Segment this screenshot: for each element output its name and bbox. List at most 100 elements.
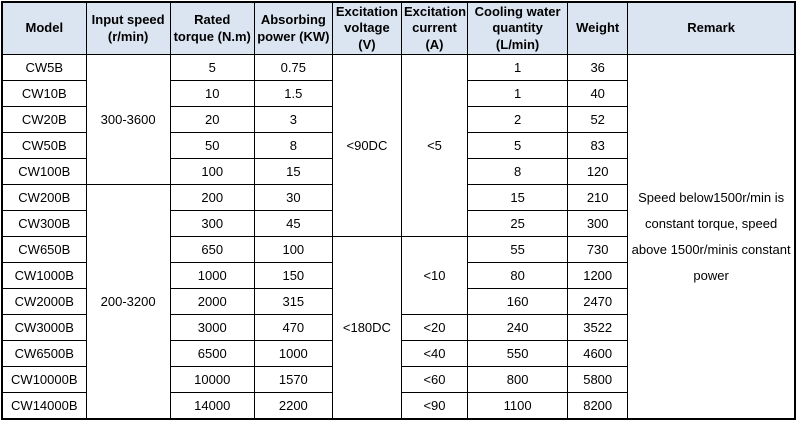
cooling-water-cell: 1100 bbox=[467, 392, 569, 420]
cooling-water-cell: 5 bbox=[467, 132, 569, 159]
model-cell: CW14000B bbox=[1, 392, 87, 420]
table-row: CW650B 650 100 <180DC <10 55 730 bbox=[1, 236, 795, 420]
model-cell: CW2000B bbox=[1, 288, 87, 315]
weight-cell: 1200 bbox=[567, 262, 629, 289]
input-speed-cell: 200-3200 bbox=[85, 184, 171, 420]
rated-torque-cell: 200 bbox=[169, 184, 255, 211]
absorbing-power-cell: 0.75 bbox=[253, 54, 333, 81]
excitation-current-cell: <20 bbox=[400, 314, 469, 341]
model-cell: CW200B bbox=[1, 184, 87, 211]
cooling-water-cell: 25 bbox=[467, 210, 569, 237]
rated-torque-cell: 100 bbox=[169, 158, 255, 185]
col-header-excitation-voltage: Excitation voltage (V) bbox=[331, 1, 402, 55]
absorbing-power-cell: 470 bbox=[253, 314, 333, 341]
table-row: CW20B 20 3 2 52 bbox=[1, 106, 795, 133]
col-header-model: Model bbox=[1, 1, 87, 55]
cooling-water-cell: 55 bbox=[467, 236, 569, 263]
table-row: CW50B 50 8 5 83 bbox=[1, 132, 795, 159]
table-row: CW10000B 10000 1570 <60 800 5800 bbox=[1, 366, 795, 393]
excitation-voltage-cell: <90DC bbox=[331, 54, 402, 237]
cooling-water-cell: 1 bbox=[467, 80, 569, 107]
absorbing-power-cell: 15 bbox=[253, 158, 333, 185]
absorbing-power-cell: 150 bbox=[253, 262, 333, 289]
excitation-current-cell: <10 bbox=[400, 236, 469, 315]
rated-torque-cell: 10000 bbox=[169, 366, 255, 393]
absorbing-power-cell: 45 bbox=[253, 210, 333, 237]
col-header-input-speed: Input speed (r/min) bbox=[85, 1, 171, 55]
absorbing-power-cell: 1.5 bbox=[253, 80, 333, 107]
weight-cell: 3522 bbox=[567, 314, 629, 341]
weight-cell: 36 bbox=[567, 54, 629, 81]
model-cell: CW1000B bbox=[1, 262, 87, 289]
weight-cell: 120 bbox=[567, 158, 629, 185]
rated-torque-cell: 50 bbox=[169, 132, 255, 159]
col-header-rated-torque: Rated torque (N.m) bbox=[169, 1, 255, 55]
cooling-water-cell: 800 bbox=[467, 366, 569, 393]
rated-torque-cell: 5 bbox=[169, 54, 255, 81]
cooling-water-cell: 15 bbox=[467, 184, 569, 211]
model-cell: CW10000B bbox=[1, 366, 87, 393]
weight-cell: 8200 bbox=[567, 392, 629, 420]
rated-torque-cell: 10 bbox=[169, 80, 255, 107]
weight-cell: 730 bbox=[567, 236, 629, 263]
col-header-weight: Weight bbox=[567, 1, 629, 55]
model-cell: CW100B bbox=[1, 158, 87, 185]
table-row: CW5B 300-3600 5 0.75 <90DC <5 1 36 Speed… bbox=[1, 54, 796, 420]
table-row: CW2000B 2000 315 160 2470 bbox=[1, 288, 795, 315]
rated-torque-cell: 20 bbox=[169, 106, 255, 133]
weight-cell: 5800 bbox=[567, 366, 629, 393]
table-row: CW200B 200-3200 200 30 15 210 bbox=[1, 184, 795, 420]
weight-cell: 52 bbox=[567, 106, 629, 133]
weight-cell: 210 bbox=[567, 184, 629, 211]
absorbing-power-cell: 1000 bbox=[253, 340, 333, 367]
table-row: CW100B 100 15 8 120 bbox=[1, 158, 795, 185]
rated-torque-cell: 2000 bbox=[169, 288, 255, 315]
model-cell: CW300B bbox=[1, 210, 87, 237]
input-speed-cell: 300-3600 bbox=[85, 54, 171, 185]
absorbing-power-cell: 2200 bbox=[253, 392, 333, 420]
model-cell: CW6500B bbox=[1, 340, 87, 367]
weight-cell: 300 bbox=[567, 210, 629, 237]
weight-cell: 83 bbox=[567, 132, 629, 159]
absorbing-power-cell: 1570 bbox=[253, 366, 333, 393]
cooling-water-cell: 80 bbox=[467, 262, 569, 289]
model-cell: CW10B bbox=[1, 80, 87, 107]
excitation-current-cell: <40 bbox=[400, 340, 469, 367]
col-header-absorbing-power: Absorbing power (KW) bbox=[253, 1, 333, 55]
remark-cell: Speed below1500r/min is constant torque,… bbox=[627, 54, 796, 420]
weight-cell: 2470 bbox=[567, 288, 629, 315]
table-row: CW1000B 1000 150 80 1200 bbox=[1, 262, 795, 289]
excitation-current-cell: <90 bbox=[400, 392, 469, 420]
absorbing-power-cell: 30 bbox=[253, 184, 333, 211]
cooling-water-cell: 550 bbox=[467, 340, 569, 367]
model-cell: CW50B bbox=[1, 132, 87, 159]
rated-torque-cell: 1000 bbox=[169, 262, 255, 289]
cooling-water-cell: 1 bbox=[467, 54, 569, 81]
excitation-current-cell: <5 bbox=[400, 54, 469, 237]
cooling-water-cell: 8 bbox=[467, 158, 569, 185]
col-header-cooling-water: Cooling water quantity (L/min) bbox=[467, 1, 569, 55]
model-cell: CW650B bbox=[1, 236, 87, 263]
col-header-remark: Remark bbox=[627, 1, 796, 55]
absorbing-power-cell: 3 bbox=[253, 106, 333, 133]
cooling-water-cell: 2 bbox=[467, 106, 569, 133]
table-row: CW300B 300 45 25 300 bbox=[1, 210, 795, 237]
model-cell: CW5B bbox=[1, 54, 87, 81]
table-row: CW10B 10 1.5 1 40 bbox=[1, 80, 795, 107]
excitation-current-cell: <60 bbox=[400, 366, 469, 393]
cooling-water-cell: 160 bbox=[467, 288, 569, 315]
table-row: CW6500B 6500 1000 <40 550 4600 bbox=[1, 340, 795, 367]
model-cell: CW20B bbox=[1, 106, 87, 133]
rated-torque-cell: 14000 bbox=[169, 392, 255, 420]
absorbing-power-cell: 8 bbox=[253, 132, 333, 159]
rated-torque-cell: 650 bbox=[169, 236, 255, 263]
absorbing-power-cell: 315 bbox=[253, 288, 333, 315]
cooling-water-cell: 240 bbox=[467, 314, 569, 341]
rated-torque-cell: 3000 bbox=[169, 314, 255, 341]
weight-cell: 40 bbox=[567, 80, 629, 107]
absorbing-power-cell: 100 bbox=[253, 236, 333, 263]
rated-torque-cell: 300 bbox=[169, 210, 255, 237]
weight-cell: 4600 bbox=[567, 340, 629, 367]
